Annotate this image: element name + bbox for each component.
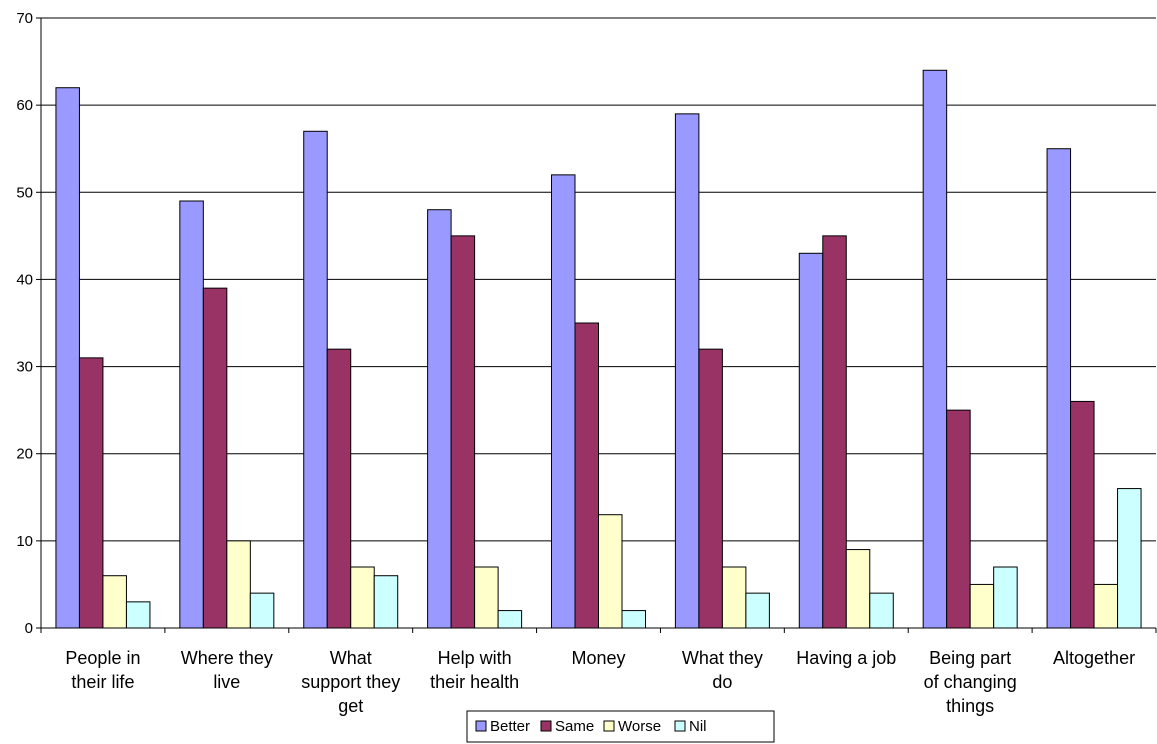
bar-same bbox=[78, 357, 104, 629]
x-axis-labels: People in their life Where they live What sup… bbox=[65, 648, 1135, 716]
bar-nil bbox=[249, 592, 275, 629]
legend-box bbox=[466, 710, 775, 743]
bar-nil bbox=[745, 592, 770, 629]
x-category-label: What support they get bbox=[301, 648, 400, 716]
bar-worse bbox=[721, 566, 747, 629]
bar-nil bbox=[497, 610, 523, 629]
legend-label-worse: Worse bbox=[618, 718, 661, 735]
legend-label-same: Same bbox=[555, 718, 594, 735]
bar-worse bbox=[102, 575, 127, 629]
bar-same bbox=[202, 287, 228, 629]
x-category-label: Altogether bbox=[1053, 648, 1135, 668]
x-category-label: Being part of changing things bbox=[924, 648, 1017, 716]
bar-nil bbox=[869, 592, 894, 629]
legend-swatch-nil bbox=[674, 720, 686, 732]
axes bbox=[40, 18, 1157, 633]
y-tick-label: 10 bbox=[16, 533, 33, 550]
y-tick-label: 0 bbox=[25, 620, 33, 637]
bar-nil bbox=[1117, 488, 1142, 629]
bar-better bbox=[1046, 148, 1072, 629]
x-category-label: Help with their health bbox=[430, 648, 519, 692]
bar-same bbox=[946, 409, 971, 629]
bar-nil bbox=[993, 566, 1018, 629]
bar-better bbox=[303, 130, 328, 629]
bar-same bbox=[574, 322, 599, 629]
legend-swatch-better bbox=[475, 720, 487, 732]
legend-label-nil: Nil bbox=[689, 718, 707, 735]
bar-nil bbox=[621, 610, 646, 629]
bar-same bbox=[326, 348, 352, 629]
bar-better bbox=[55, 87, 80, 629]
y-tick-label: 60 bbox=[16, 97, 33, 114]
bar-same bbox=[822, 235, 847, 629]
y-tick-label: 70 bbox=[16, 10, 33, 27]
bar-worse bbox=[226, 540, 251, 629]
bars bbox=[55, 69, 1142, 629]
bar-same bbox=[1070, 400, 1095, 629]
bar-worse bbox=[350, 566, 375, 629]
bar-worse bbox=[845, 549, 871, 629]
bar-worse bbox=[474, 566, 499, 629]
bar-better bbox=[674, 113, 700, 629]
bar-worse bbox=[969, 583, 995, 629]
bar-better bbox=[427, 209, 452, 629]
bar-better bbox=[922, 69, 948, 629]
bar-nil bbox=[125, 601, 151, 629]
legend-label-better: Better bbox=[490, 718, 530, 735]
bar-better bbox=[179, 200, 204, 629]
bar-same bbox=[450, 235, 476, 629]
bar-same bbox=[698, 348, 723, 629]
legend-swatch-same bbox=[540, 720, 552, 732]
y-tick-label: 30 bbox=[16, 359, 33, 376]
bar-nil bbox=[373, 575, 399, 629]
y-axis-ticks: 0 10 20 30 40 50 60 70 bbox=[16, 10, 41, 637]
x-category-label: What they do bbox=[682, 648, 763, 692]
y-tick-label: 40 bbox=[16, 271, 33, 288]
bar-better bbox=[798, 252, 824, 629]
bar-worse bbox=[1093, 583, 1119, 629]
y-tick-label: 20 bbox=[16, 446, 33, 463]
bar-better bbox=[551, 174, 576, 629]
x-category-label: Having a job bbox=[796, 648, 896, 668]
legend-swatch-worse bbox=[603, 720, 615, 732]
x-category-label: Where they live bbox=[181, 648, 273, 692]
legend: Better Same Worse Nil bbox=[466, 710, 775, 743]
x-category-label: Money bbox=[571, 648, 625, 668]
bar-worse bbox=[598, 514, 623, 629]
y-tick-label: 50 bbox=[16, 184, 33, 201]
x-category-label: People in their life bbox=[65, 648, 140, 692]
